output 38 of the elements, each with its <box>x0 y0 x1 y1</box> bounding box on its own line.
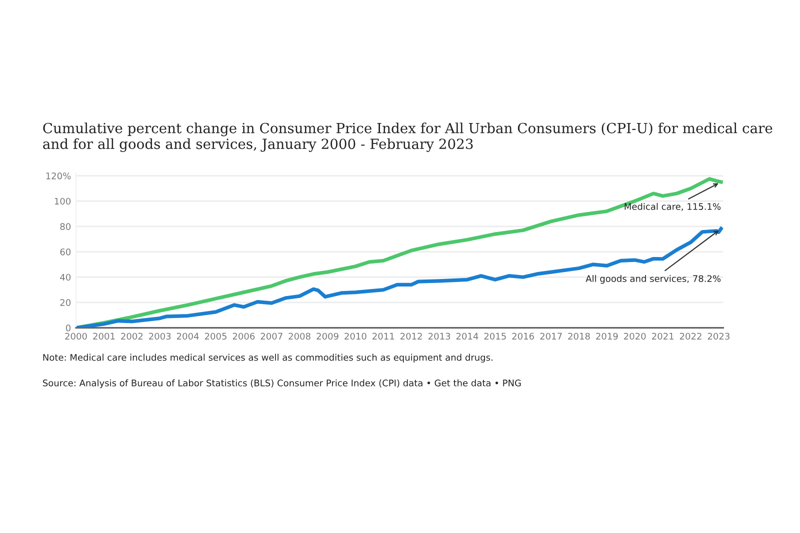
x-tick-label: 2013 <box>428 332 450 340</box>
annotation: All goods and services, 78.2% <box>586 275 721 284</box>
x-tick-label: 2018 <box>568 332 590 340</box>
y-tick-label: 80 <box>60 223 71 230</box>
annotation: Medical care, 115.1% <box>624 202 721 211</box>
chart-title: Cumulative percent change in Consumer Price Index for All Urban Consumers (CPI-U) for medical care and for all goods and services, January 2000 - February 2023 <box>43 122 772 152</box>
x-tick-label: 2023 <box>708 332 730 340</box>
y-tick-label: 60 <box>60 248 71 256</box>
x-tick-label: 2022 <box>680 332 702 340</box>
x-tick-label: 2001 <box>93 332 115 340</box>
y-tick-label: 40 <box>60 274 71 281</box>
x-tick-label: 2002 <box>121 332 143 340</box>
x-tick-label: 2003 <box>149 332 171 340</box>
source-note: Source: Analysis of Bureau of Labor Statistics (BLS) Consumer Price Index (CPI) data • Get the data • PNG <box>42 379 521 388</box>
x-tick-label: 2012 <box>400 332 422 340</box>
x-tick-label: 2011 <box>372 332 394 340</box>
x-tick-label: 2015 <box>484 332 506 340</box>
line-series <box>76 177 723 328</box>
line-series <box>76 226 723 328</box>
x-tick-label: 2009 <box>316 332 338 340</box>
x-tick-label: 2008 <box>288 332 310 340</box>
x-tick-label: 2021 <box>652 332 674 340</box>
y-tick-label: 0 <box>66 324 71 332</box>
text: Note: Medical care includes medical services as well as commodities such as equipment and drugs. <box>43 354 492 363</box>
x-tick-label: 2005 <box>204 332 226 340</box>
x-tick-label: 2019 <box>596 332 618 340</box>
x-tick-label: 2010 <box>344 332 366 340</box>
y-tick-label: 20 <box>60 299 71 306</box>
x-tick-label: 2016 <box>512 332 534 340</box>
x-tick-label: 2007 <box>260 332 282 340</box>
x-tick-label: 2017 <box>540 332 562 340</box>
x-tick-label: 2004 <box>176 332 199 340</box>
x-tick-label: 2006 <box>232 332 255 340</box>
y-tick-label: 100 <box>54 198 71 205</box>
x-tick-label: 2020 <box>624 332 646 340</box>
x-tick-label: 2000 <box>65 332 87 340</box>
y-tick-label: 120% <box>46 172 71 180</box>
x-tick-label: 2014 <box>456 332 478 340</box>
